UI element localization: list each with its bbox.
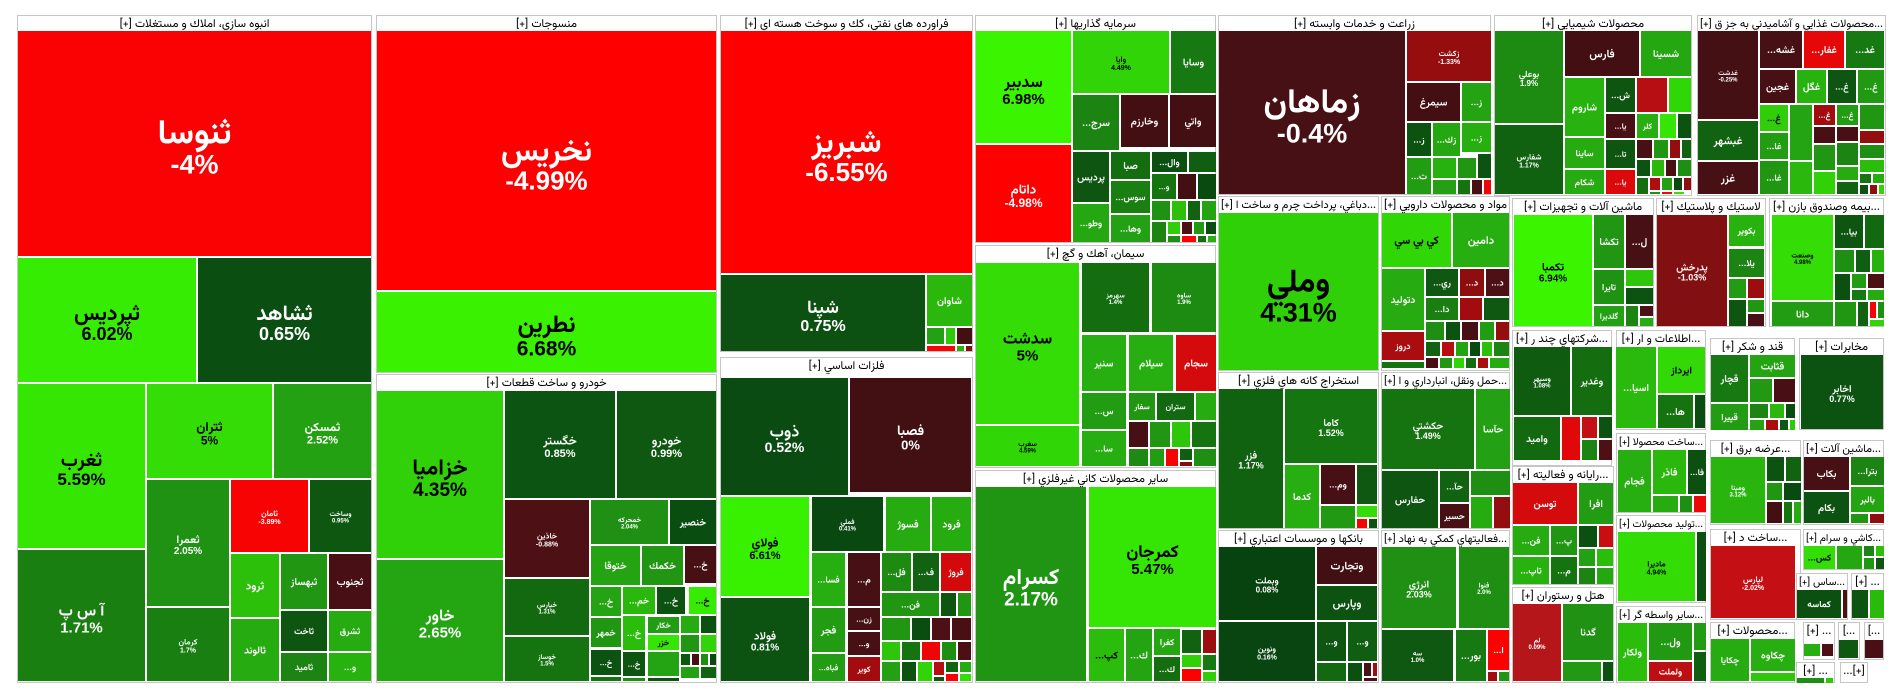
- svg-text:1.7%: 1.7%: [180, 647, 197, 654]
- svg-text:1.5%: 1.5%: [540, 662, 554, 668]
- svg-text:0%: 0%: [901, 438, 920, 453]
- svg-text:1.17%: 1.17%: [1519, 162, 1540, 169]
- svg-text:0.09%: 0.09%: [1528, 645, 1546, 651]
- svg-text:4.98%: 4.98%: [1794, 260, 1812, 266]
- svg-text:1.31%: 1.31%: [538, 610, 556, 616]
- svg-text:3.12%: 3.12%: [1729, 493, 1747, 499]
- svg-text:-0.25%: -0.25%: [1718, 78, 1738, 84]
- svg-text:5.59%: 5.59%: [57, 470, 105, 489]
- svg-text:1.71%: 1.71%: [60, 619, 103, 636]
- svg-text:1.9%: 1.9%: [1177, 300, 1191, 306]
- svg-text:5%: 5%: [201, 433, 219, 447]
- svg-text:6.02%: 6.02%: [81, 324, 132, 344]
- svg-text:2.05%: 2.05%: [174, 546, 202, 557]
- svg-text:1.52%: 1.52%: [1318, 428, 1344, 438]
- svg-text:0.16%: 0.16%: [1257, 654, 1278, 661]
- svg-text:0.85%: 0.85%: [544, 448, 575, 460]
- svg-text:-0.4%: -0.4%: [1277, 119, 1348, 149]
- svg-text:6.98%: 6.98%: [1002, 91, 1045, 108]
- svg-text:0.75%: 0.75%: [800, 318, 845, 335]
- svg-text:1.0%: 1.0%: [1411, 658, 1425, 664]
- svg-text:4.94%: 4.94%: [1647, 569, 1668, 576]
- svg-text:2.52%: 2.52%: [307, 434, 338, 446]
- svg-text:1.9%: 1.9%: [1520, 79, 1538, 88]
- svg-text:-1.33%: -1.33%: [1438, 59, 1461, 66]
- svg-text:1.08%: 1.08%: [1533, 384, 1551, 390]
- svg-text:4.35%: 4.35%: [413, 480, 467, 501]
- svg-text:0.81%: 0.81%: [751, 643, 779, 654]
- svg-text:4.49%: 4.49%: [1111, 65, 1132, 72]
- svg-text:4.59%: 4.59%: [1019, 449, 1037, 455]
- svg-text:2.65%: 2.65%: [419, 624, 462, 641]
- svg-text:-0.88%: -0.88%: [536, 541, 559, 548]
- svg-text:2.17%: 2.17%: [1004, 589, 1058, 610]
- svg-text:0.52%: 0.52%: [765, 439, 805, 455]
- svg-text:-4.98%: -4.98%: [1004, 196, 1042, 210]
- svg-text:-1.03%: -1.03%: [1678, 273, 1707, 283]
- svg-text:0.99%: 0.99%: [651, 448, 682, 460]
- svg-text:2.0%: 2.0%: [1477, 590, 1491, 596]
- svg-text:5.47%: 5.47%: [1131, 561, 1174, 578]
- svg-text:-4%: -4%: [170, 150, 218, 180]
- svg-text:2.03%: 2.03%: [1406, 590, 1432, 600]
- svg-text:4.31%: 4.31%: [1260, 298, 1337, 328]
- svg-text:-3.89%: -3.89%: [258, 519, 281, 526]
- svg-text:-2.02%: -2.02%: [1742, 585, 1765, 592]
- svg-text:2.04%: 2.04%: [621, 525, 639, 531]
- svg-text:1.49%: 1.49%: [1415, 431, 1441, 441]
- svg-text:-4.99%: -4.99%: [505, 166, 587, 196]
- svg-text:1.4%: 1.4%: [1109, 300, 1123, 306]
- svg-text:0.08%: 0.08%: [1256, 586, 1279, 595]
- svg-text:6.61%: 6.61%: [749, 550, 780, 562]
- svg-text:0.95%: 0.95%: [332, 519, 350, 525]
- svg-text:-6.55%: -6.55%: [805, 157, 887, 187]
- svg-text:0.65%: 0.65%: [259, 324, 310, 344]
- svg-text:6.68%: 6.68%: [517, 338, 577, 361]
- svg-text:1.17%: 1.17%: [1238, 461, 1264, 471]
- svg-text:5%: 5%: [1017, 347, 1039, 364]
- svg-text:0.77%: 0.77%: [1829, 394, 1855, 404]
- svg-text:0.41%: 0.41%: [839, 527, 857, 533]
- svg-text:6.94%: 6.94%: [1539, 274, 1567, 285]
